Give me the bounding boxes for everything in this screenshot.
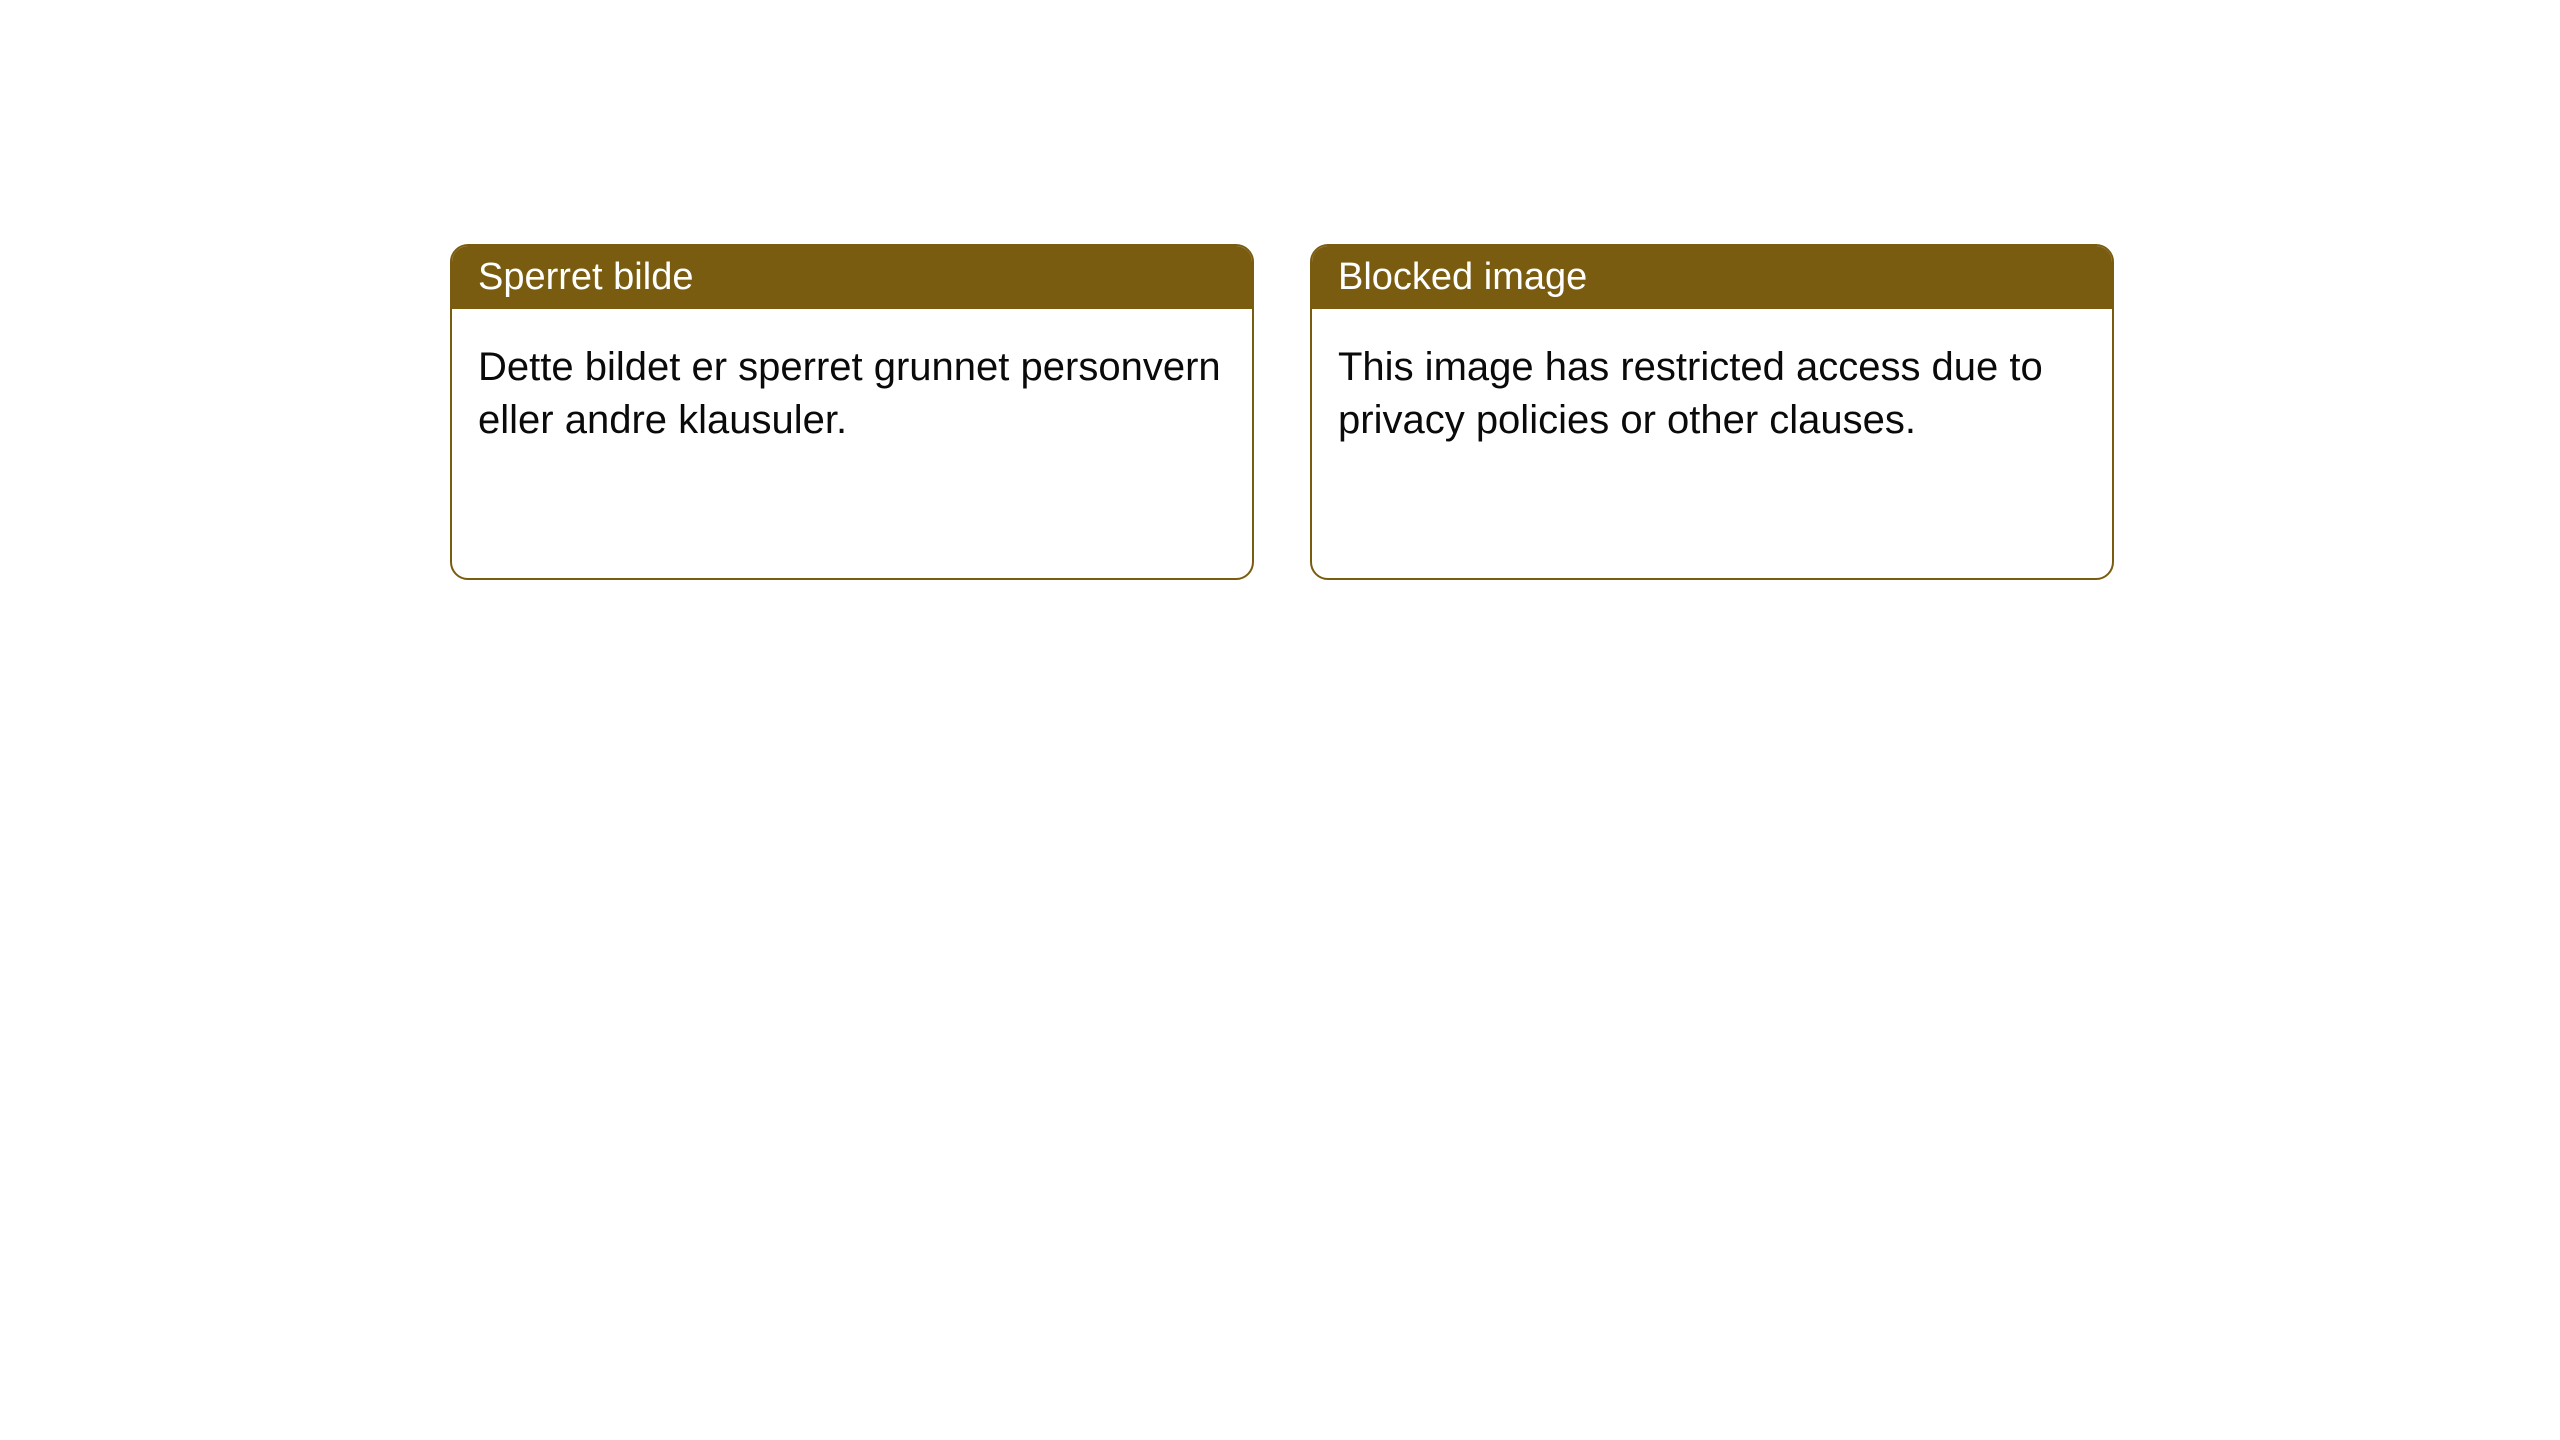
card-title-en: Blocked image [1312, 246, 2112, 309]
card-title-no: Sperret bilde [452, 246, 1252, 309]
card-body-no: Dette bildet er sperret grunnet personve… [452, 309, 1252, 479]
blocked-image-card-no: Sperret bilde Dette bildet er sperret gr… [450, 244, 1254, 580]
card-body-en: This image has restricted access due to … [1312, 309, 2112, 479]
blocked-image-card-en: Blocked image This image has restricted … [1310, 244, 2114, 580]
notice-container: Sperret bilde Dette bildet er sperret gr… [0, 0, 2560, 580]
